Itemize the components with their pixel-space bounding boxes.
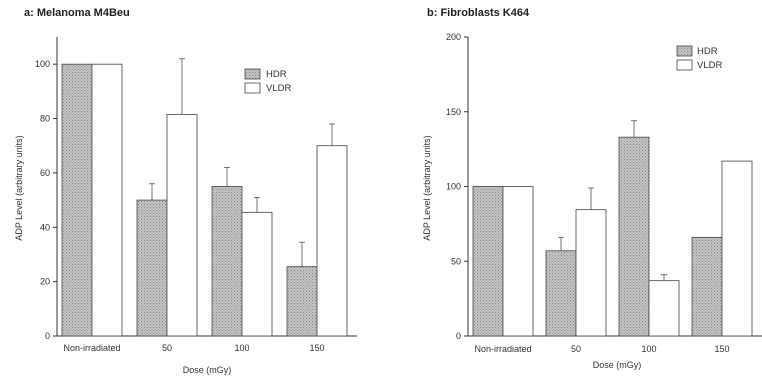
panel-b-y-ticks: 0 50 100 150 200 — [446, 32, 468, 341]
panel-a-legend-swatch-vldr — [244, 82, 261, 94]
panel-b-legend: HDR VLDR — [676, 45, 722, 71]
bar-hdr-non-irradiated — [61, 63, 93, 337]
panel-b-legend-swatch-vldr — [676, 59, 693, 71]
panel-a-y-axis-label: ADP Level (arbitrary units) — [14, 135, 24, 240]
bar-hdr-100 — [618, 136, 650, 337]
bar-vldr-100 — [241, 211, 273, 337]
chart-panel-b: b: Fibroblasts K464 0 50 100 150 200 Non-irr… — [422, 7, 762, 370]
bar-hdr-150 — [286, 266, 318, 337]
bar-hdr-non-irradiated — [472, 186, 504, 337]
panel-b-x-axis-label: Dose (mGy) — [593, 360, 642, 370]
panel-a-y-tick-label: 40 — [40, 222, 50, 232]
panel-b-y-axis-label: ADP Level (arbitrary units) — [422, 135, 432, 240]
panel-b-y-tick-label: 150 — [446, 107, 461, 117]
panel-b-x-tick-label: 50 — [571, 344, 581, 354]
bar-vldr-non-irradiated — [502, 186, 534, 337]
panel-a-y-tick-label: 60 — [40, 168, 50, 178]
panel-b-y-tick-label: 50 — [451, 256, 461, 266]
bar-hdr-50 — [545, 250, 577, 337]
panel-a-x-axis-label: Dose (mGy) — [183, 365, 232, 375]
panel-a-title: a: Melanoma M4Beu — [24, 7, 130, 19]
panel-b-x-ticks: Non-irradiated 50 100 150 — [474, 344, 729, 354]
panel-a-y-tick-label: 0 — [45, 331, 50, 341]
panel-b-legend-label-vldr: VLDR — [697, 60, 722, 71]
panel-b-bars — [472, 136, 753, 337]
panel-a-legend-swatch-hdr — [244, 68, 261, 80]
panel-b-x-tick-label: 150 — [714, 344, 729, 354]
panel-b-y-tick-label: 100 — [446, 182, 461, 192]
panel-a-legend: HDR VLDR — [244, 68, 291, 94]
bar-vldr-150 — [316, 145, 348, 337]
panel-b-x-tick-label: Non-irradiated — [474, 344, 531, 354]
panel-b-error-bars — [558, 120, 667, 281]
panel-b-legend-label-hdr: HDR — [697, 46, 718, 57]
panel-b-y-tick-label: 200 — [446, 32, 461, 42]
bar-vldr-non-irradiated — [91, 63, 123, 337]
bar-hdr-150 — [691, 236, 723, 337]
panel-b-x-tick-label: 100 — [641, 344, 656, 354]
panel-b-title: b: Fibroblasts K464 — [427, 7, 530, 19]
panel-a-x-ticks: Non-irradiated 50 100 150 — [63, 343, 324, 353]
bar-vldr-150 — [721, 160, 753, 337]
panel-a-y-tick-label: 100 — [35, 59, 50, 69]
panel-a-error-bars — [149, 58, 335, 267]
panel-a-y-tick-label: 80 — [40, 114, 50, 124]
bar-vldr-50 — [575, 209, 607, 337]
panel-b-legend-swatch-hdr — [676, 45, 693, 57]
panel-a-x-tick-label: Non-irradiated — [63, 343, 120, 353]
chart-panel-a: a: Melanoma M4Beu 0 20 40 60 80 100 Non-irrad… — [14, 7, 357, 375]
panel-a-x-tick-label: 100 — [234, 343, 249, 353]
panel-a-y-tick-label: 20 — [40, 277, 50, 287]
panel-a-y-ticks: 0 20 40 60 80 100 — [35, 59, 57, 341]
panel-a-bars — [61, 63, 348, 337]
panel-a-legend-label-hdr: HDR — [266, 69, 287, 80]
bar-hdr-50 — [136, 199, 168, 337]
panel-a-x-tick-label: 150 — [309, 343, 324, 353]
panel-a-x-tick-label: 50 — [162, 343, 172, 353]
bar-vldr-50 — [166, 114, 198, 337]
bar-hdr-100 — [211, 186, 243, 337]
panel-b-y-tick-label: 0 — [456, 331, 461, 341]
panel-a-legend-label-vldr: VLDR — [266, 83, 291, 94]
bar-vldr-100 — [648, 280, 680, 337]
